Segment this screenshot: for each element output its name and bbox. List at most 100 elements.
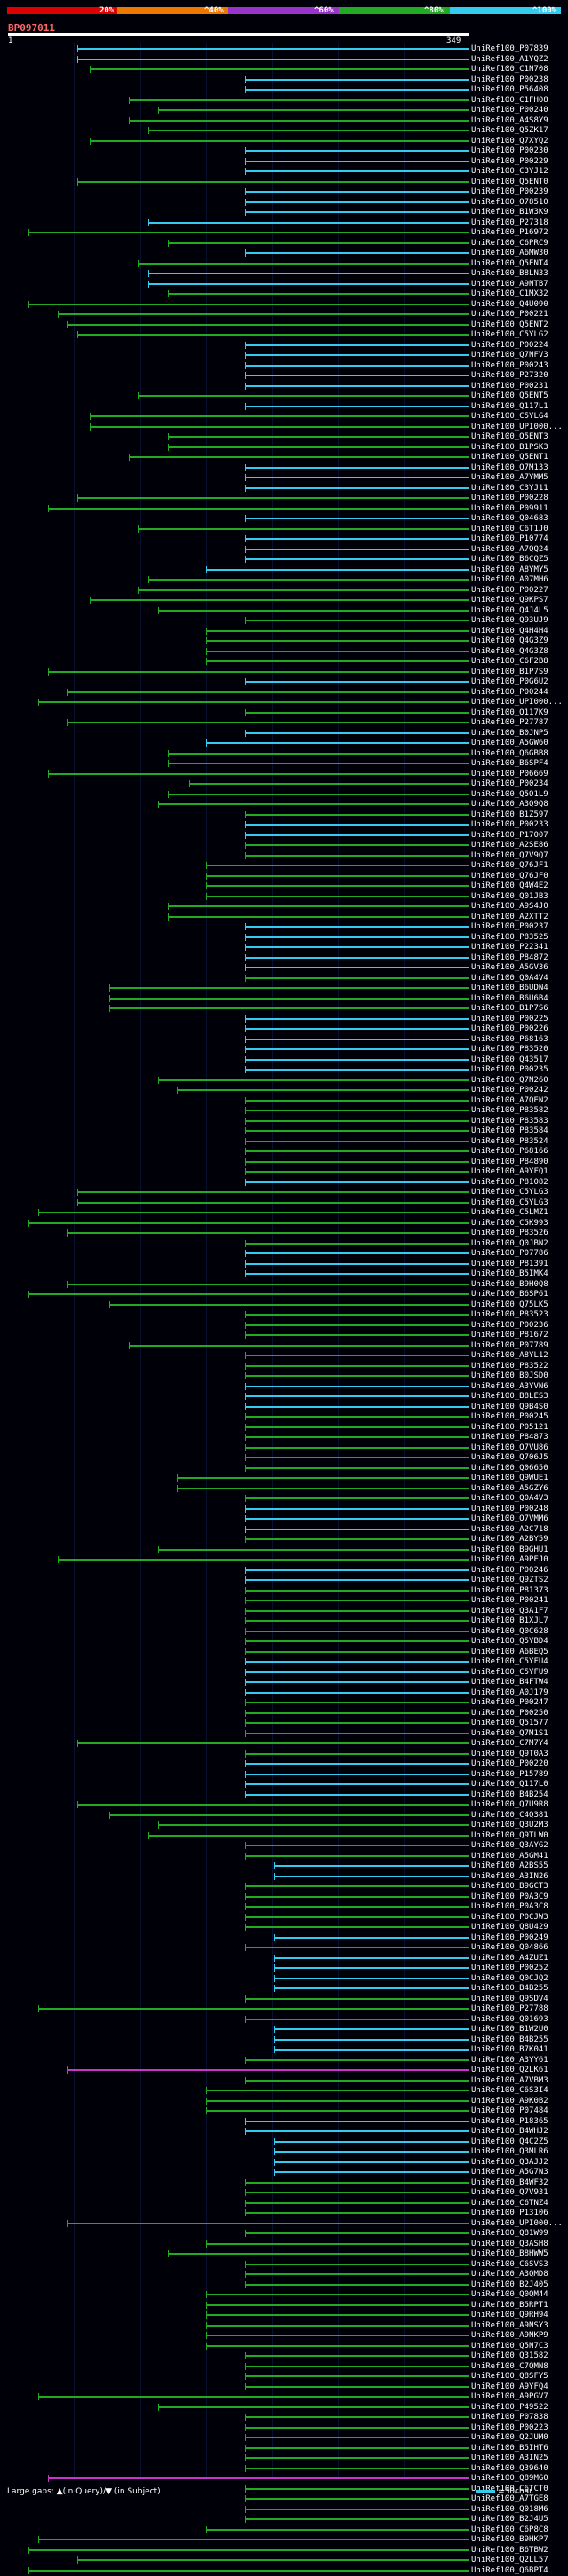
hit-label[interactable]: UniRef100_P81391	[471, 1259, 548, 1268]
hit-row[interactable]: UniRef100_P81672	[0, 1330, 568, 1340]
hit-row[interactable]: UniRef100_Q39640	[0, 2463, 568, 2474]
hit-label[interactable]: UniRef100_C6PRC9	[471, 238, 548, 248]
hit-label[interactable]: UniRef100_P00240	[471, 106, 548, 115]
hit-label[interactable]: UniRef100_Q9KPS7	[471, 596, 548, 604]
hit-row[interactable]: UniRef100_A8YMY5	[0, 565, 568, 575]
hit-label[interactable]: UniRef100_B6U6B4	[471, 993, 548, 1003]
hit-row[interactable]: UniRef100_A07MH6	[0, 574, 568, 585]
hit-row[interactable]: UniRef100_P00247	[0, 1697, 568, 1708]
hit-row[interactable]: UniRef100_Q7XYQ2	[0, 136, 568, 146]
hit-label[interactable]: UniRef100_P00234	[471, 779, 548, 788]
hit-label[interactable]: UniRef100_P00226	[471, 1024, 548, 1033]
hit-row[interactable]: UniRef100_C7QMN8	[0, 2361, 568, 2372]
hit-alignment-bar[interactable]	[245, 538, 469, 540]
hit-alignment-bar[interactable]	[245, 2375, 469, 2377]
hit-alignment-bar[interactable]	[128, 99, 469, 101]
hit-label[interactable]: UniRef100_P27318	[471, 217, 548, 227]
hit-alignment-bar[interactable]	[206, 2242, 469, 2245]
hit-label[interactable]: UniRef100_A2BS55	[471, 1861, 548, 1870]
hit-label[interactable]: UniRef100_A0J179	[471, 1687, 548, 1697]
hit-row[interactable]: UniRef100_Q93UJ9	[0, 615, 568, 626]
hit-label[interactable]: UniRef100_P27320	[471, 371, 548, 380]
hit-alignment-bar[interactable]	[274, 1875, 469, 1877]
hit-label[interactable]: UniRef100_A5GV36	[471, 963, 548, 972]
hit-alignment-bar[interactable]	[245, 834, 469, 836]
hit-row[interactable]: UniRef100_Q7U9R8	[0, 1799, 568, 1810]
hit-label[interactable]: UniRef100_P07484	[471, 2106, 548, 2115]
hit-row[interactable]: UniRef100_Q3A1F7	[0, 1606, 568, 1616]
hit-alignment-bar[interactable]	[206, 2099, 469, 2102]
hit-alignment-bar[interactable]	[245, 1681, 469, 1683]
hit-alignment-bar[interactable]	[274, 1967, 469, 1969]
hit-alignment-bar[interactable]	[245, 405, 469, 407]
hit-alignment-bar[interactable]	[48, 507, 469, 510]
hit-row[interactable]: UniRef100_P00243	[0, 360, 568, 371]
hit-label[interactable]: UniRef100_P07789	[471, 1340, 548, 1350]
hit-alignment-bar[interactable]	[245, 558, 469, 560]
hit-label[interactable]: UniRef100_A5G7N3	[471, 2168, 548, 2177]
hit-row[interactable]: UniRef100_C3YJ12	[0, 166, 568, 177]
hit-label[interactable]: UniRef100_A5GM41	[471, 1851, 548, 1861]
hit-alignment-bar[interactable]	[245, 1028, 469, 1030]
hit-alignment-bar[interactable]	[77, 1191, 469, 1193]
hit-alignment-bar[interactable]	[48, 670, 469, 673]
hit-label[interactable]: UniRef100_Q0A4V4	[471, 973, 548, 983]
hit-alignment-bar[interactable]	[38, 701, 469, 703]
hit-row[interactable]: UniRef100_P13106	[0, 2208, 568, 2218]
hit-alignment-bar[interactable]	[206, 629, 469, 632]
hit-alignment-bar[interactable]	[89, 68, 469, 70]
hit-alignment-bar[interactable]	[77, 48, 469, 50]
hit-label[interactable]: UniRef100_C5YLG2	[471, 330, 548, 339]
hit-row[interactable]: UniRef100_Q117L1	[0, 401, 568, 412]
hit-row[interactable]: UniRef100_Q6GBB8	[0, 748, 568, 759]
hit-row[interactable]: UniRef100_C1FH08	[0, 95, 568, 106]
hit-alignment-bar[interactable]	[245, 1640, 469, 1642]
hit-label[interactable]: UniRef100_P00244	[471, 687, 548, 697]
hit-alignment-bar[interactable]	[245, 160, 469, 162]
hit-alignment-bar[interactable]	[177, 1477, 469, 1479]
hit-row[interactable]: UniRef100_B5RPT1	[0, 2300, 568, 2311]
hit-row[interactable]: UniRef100_C5YLG3	[0, 1197, 568, 1208]
hit-alignment-bar[interactable]	[245, 1497, 469, 1499]
hit-row[interactable]: UniRef100_Q5N7C3	[0, 2341, 568, 2351]
hit-alignment-bar[interactable]	[206, 2314, 469, 2316]
hit-label[interactable]: UniRef100_A1YQZ2	[471, 54, 548, 64]
hit-row[interactable]: UniRef100_Q01JB3	[0, 891, 568, 902]
hit-alignment-bar[interactable]	[245, 1732, 469, 1734]
hit-alignment-bar[interactable]	[245, 1416, 469, 1418]
hit-row[interactable]: UniRef100_P00238	[0, 75, 568, 85]
hit-alignment-bar[interactable]	[245, 2018, 469, 2020]
hit-row[interactable]: UniRef100_P00226	[0, 1023, 568, 1034]
hit-row[interactable]: UniRef100_P00236	[0, 1320, 568, 1331]
hit-row[interactable]: UniRef100_P83524	[0, 1136, 568, 1147]
hit-alignment-bar[interactable]	[245, 477, 469, 478]
hit-alignment-bar[interactable]	[245, 967, 469, 968]
hit-alignment-bar[interactable]	[245, 170, 469, 172]
hit-row[interactable]: UniRef100_Q9WUE1	[0, 1473, 568, 1483]
hit-label[interactable]: UniRef100_Q7M1S1	[471, 1728, 548, 1738]
hit-alignment-bar[interactable]	[245, 1671, 469, 1673]
hit-label[interactable]: UniRef100_A8YL12	[471, 1351, 548, 1360]
hit-label[interactable]: UniRef100_P83582	[471, 1106, 548, 1115]
hit-row[interactable]: UniRef100_A3IN25	[0, 2453, 568, 2463]
hit-row[interactable]: UniRef100_Q9RH94	[0, 2310, 568, 2320]
hit-label[interactable]: UniRef100_Q4G3Z9	[471, 636, 548, 645]
hit-label[interactable]: UniRef100_P00229	[471, 156, 548, 166]
hit-label[interactable]: UniRef100_B4B254	[471, 1790, 548, 1799]
hit-row[interactable]: UniRef100_A9NKP9	[0, 2330, 568, 2341]
hit-row[interactable]: UniRef100_Q4W4E2	[0, 881, 568, 891]
hit-label[interactable]: UniRef100_A5GW60	[471, 739, 548, 747]
hit-row[interactable]: UniRef100_P83522	[0, 1361, 568, 1371]
hit-alignment-bar[interactable]	[245, 1324, 469, 1326]
hit-label[interactable]: UniRef100_P13106	[471, 2209, 548, 2217]
hit-alignment-bar[interactable]	[245, 1069, 469, 1071]
hit-label[interactable]: UniRef100_C1FH08	[471, 95, 548, 105]
hit-row[interactable]: UniRef100_P18365	[0, 2116, 568, 2127]
hit-label[interactable]: UniRef100_Q4J4L5	[471, 605, 548, 615]
hit-row[interactable]: UniRef100_P00252	[0, 1963, 568, 1973]
hit-alignment-bar[interactable]	[147, 221, 469, 224]
hit-row[interactable]: UniRef100_P00235	[0, 1064, 568, 1075]
hit-label[interactable]: UniRef100_Q0JBN2	[471, 1238, 548, 1248]
hit-row[interactable]: UniRef100_A5GZY6	[0, 1483, 568, 1494]
hit-label[interactable]: UniRef100_Q2JUM0	[471, 2433, 548, 2442]
